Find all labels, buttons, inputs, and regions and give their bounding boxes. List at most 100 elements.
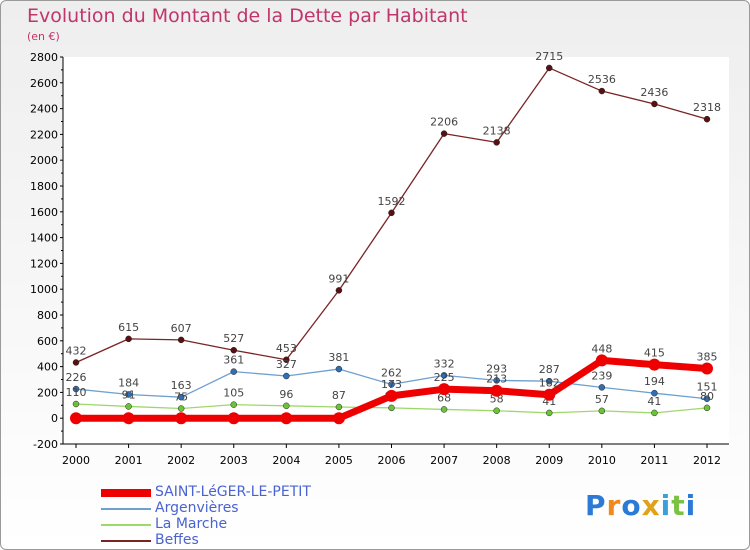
legend-swatch [101,508,151,510]
data-label: 173 [381,378,402,391]
data-point [490,384,503,397]
data-point [388,381,395,388]
legend-swatch [101,540,151,542]
data-point [546,377,553,385]
legend-swatch [101,524,151,526]
data-label: 332 [434,357,455,370]
data-point [177,393,185,401]
data-point [280,412,293,425]
y-tick-label: 1800 [30,180,58,193]
x-tick-label: 2007 [430,454,458,467]
y-tick-label: 2800 [30,51,58,64]
data-point [598,384,606,391]
data-label: 2206 [430,116,458,129]
data-label: 213 [486,373,507,386]
legend-label: SAINT-LéGER-LE-PETIT [155,484,311,500]
data-point [72,400,80,408]
logo-letter: t [671,489,686,522]
logo-letter: P [585,489,607,522]
data-point [335,403,343,411]
y-tick-label: 2400 [30,103,58,116]
x-tick-label: 2003 [220,454,248,467]
data-point [230,368,237,375]
x-tick-label: 2002 [167,454,195,467]
data-point [283,402,290,410]
data-label: 607 [171,322,192,335]
data-point [385,389,398,402]
data-point [177,405,185,412]
data-label: 2715 [535,50,563,63]
data-label: 96 [279,388,293,401]
logo-letter: i [685,489,697,522]
data-point [332,412,345,425]
x-tick-label: 2008 [483,454,511,467]
plot-area [63,57,729,444]
data-point [70,412,82,425]
data-label: 151 [697,381,718,394]
data-label: 58 [490,393,504,406]
proxiti-logo: Proxiti [585,489,696,522]
data-point [227,412,240,425]
data-point [493,407,500,414]
data-point [230,346,237,354]
chart-subtitle: (en €) [27,30,60,43]
data-point [595,354,608,367]
y-tick-label: 400 [37,361,58,374]
data-label: 41 [647,395,661,408]
data-point [703,115,711,123]
data-point [543,388,556,401]
x-tick-label: 2012 [693,454,721,467]
data-point [230,401,237,408]
data-label: 75 [174,391,188,404]
y-tick-label: -200 [33,438,58,451]
data-label: 2318 [693,101,721,114]
data-point [438,383,451,396]
data-label: 361 [223,354,244,367]
data-point [651,389,658,397]
data-label: 105 [223,387,244,400]
y-tick-label: 1000 [30,283,58,296]
y-tick-label: 1200 [30,257,58,270]
data-label: 448 [591,342,612,355]
data-label: 287 [539,363,560,376]
data-label: 327 [276,358,297,371]
data-label: 2536 [588,73,616,86]
data-label: 385 [697,351,718,364]
data-label: 293 [486,362,507,375]
data-point [177,336,185,344]
data-label: 239 [591,369,612,382]
data-point [335,287,343,294]
data-point [546,64,553,72]
legend-label: Argenvières [155,500,239,516]
data-label: 2138 [483,124,511,137]
x-tick-label: 2009 [535,454,563,467]
data-label: 2436 [640,86,668,99]
data-point [72,359,80,366]
data-point [651,100,658,108]
data-label: 432 [66,344,87,357]
data-point [703,395,711,402]
data-point [440,372,448,379]
data-label: 415 [644,347,665,360]
data-label: 110 [66,386,87,399]
data-label: 1592 [378,195,406,208]
x-tick-label: 2005 [325,454,353,467]
data-point [493,139,500,146]
data-point [72,385,80,393]
data-point [388,209,395,217]
data-point [335,365,343,373]
y-tick-label: 2600 [30,77,58,90]
x-tick-label: 2001 [115,454,143,467]
data-point [648,358,661,371]
data-label: 57 [595,393,609,406]
data-label: 163 [171,379,192,392]
x-tick-label: 2000 [62,454,90,467]
data-point [440,130,448,137]
data-point [598,407,606,415]
data-label: 80 [700,390,714,403]
data-label: 91 [122,388,136,401]
chart-title: Evolution du Montant de la Dette par Hab… [27,5,468,27]
data-label: 615 [118,321,139,334]
legend-label: La Marche [155,516,228,532]
